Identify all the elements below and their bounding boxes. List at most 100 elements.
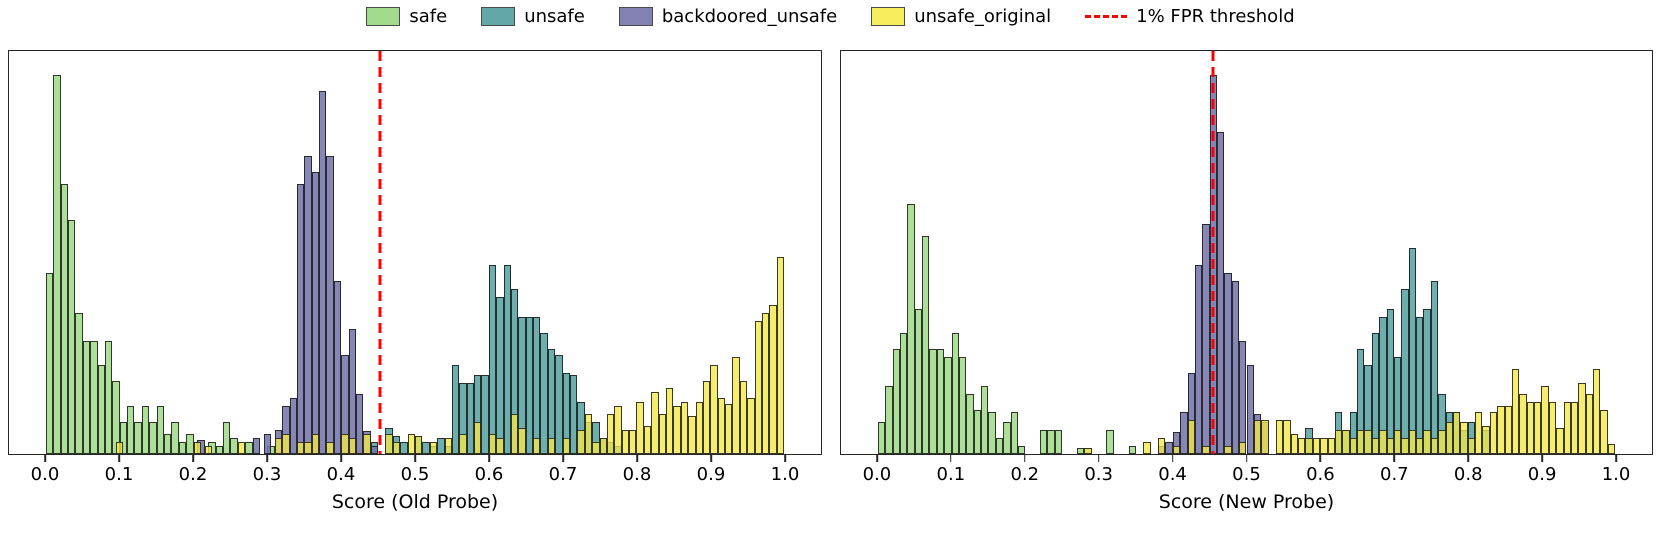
hist-bar-unsafe_original [776, 256, 785, 454]
hist-bar-unsafe_original [1607, 443, 1616, 454]
x-tick-mark [710, 455, 712, 462]
x-tick-label: 0.7 [548, 464, 578, 485]
hist-bar-backdoored_unsafe [1231, 280, 1240, 454]
x-tick-label: 1.0 [1601, 464, 1631, 485]
hist-bar-unsafe [525, 316, 534, 454]
x-tick-label: 0.9 [696, 464, 726, 485]
hist-bar-unsafe_original [1438, 429, 1446, 454]
x-tick-mark [44, 455, 46, 462]
hist-bar-unsafe [466, 383, 475, 454]
legend-dashed-line-sample [1085, 15, 1128, 18]
hist-bar-unsafe [1371, 333, 1380, 454]
hist-bar-unsafe_original [695, 401, 703, 454]
legend-color-patch [871, 7, 906, 26]
x-tick-label: 0.4 [326, 464, 356, 485]
hist-bar-unsafe_original [658, 413, 666, 454]
hist-bar-unsafe_original [1585, 393, 1593, 454]
hist-bar-unsafe_original [1275, 419, 1284, 454]
hist-bar-unsafe_original [769, 304, 777, 454]
x-tick-label: 0.5 [400, 464, 430, 485]
hist-bar-safe [922, 236, 930, 454]
legend-color-patch [481, 7, 516, 26]
hist-bar-unsafe_original [702, 381, 711, 454]
hist-bar-unsafe_original [1334, 429, 1343, 454]
hist-bar-unsafe [503, 264, 511, 454]
hist-bar-unsafe_original [1379, 429, 1387, 454]
x-tick-mark [876, 455, 878, 462]
hist-bar-unsafe_original [533, 437, 541, 454]
x-tick-label: 0.6 [474, 464, 504, 485]
hist-bar-safe [171, 421, 179, 454]
hist-bar-unsafe_original [1423, 429, 1431, 454]
hist-bar-safe [966, 393, 974, 454]
hist-bar-safe [178, 441, 187, 454]
hist-bar-unsafe_original [1143, 441, 1151, 454]
hist-bar-safe [892, 349, 900, 454]
hist-bar-unsafe_original [488, 433, 497, 454]
hist-bar-safe [929, 349, 937, 454]
hist-bar-backdoored_unsafe [304, 155, 312, 454]
hist-bar-safe [877, 421, 886, 454]
x-tick-mark [1023, 455, 1026, 462]
hist-bar-unsafe_original [341, 433, 349, 454]
hist-bar-unsafe [540, 333, 548, 454]
hist-bar-unsafe_original [274, 437, 283, 454]
hist-bar-unsafe_original [1511, 369, 1520, 454]
x-tick-label: 0.6 [1306, 464, 1335, 485]
hist-bar-backdoored_unsafe [326, 155, 334, 454]
hist-bar-safe [1003, 421, 1011, 454]
hist-bar-safe [1054, 429, 1063, 454]
hist-bar-unsafe_original [407, 433, 415, 454]
x-tick-label: 0.9 [1527, 464, 1557, 485]
new-probe-plot-area [840, 50, 1653, 455]
hist-bar-safe [53, 75, 61, 454]
hist-bar-safe [885, 385, 893, 454]
hist-bar-unsafe_original [1578, 383, 1586, 454]
hist-bar-safe [899, 333, 908, 454]
x-tick-label: 0.0 [30, 464, 60, 485]
hist-bar-unsafe_original [725, 403, 733, 454]
old-probe-histogram-panel: 0.0 0.1 0.2 0.3 0.4 0.5 0.6 0.7 0.8 0.9 1.0 Score … [8, 50, 822, 513]
hist-bar-unsafe_original [1253, 419, 1262, 454]
x-tick-mark [1097, 455, 1100, 462]
hist-bar-unsafe [496, 296, 504, 454]
hist-bar-unsafe_original [1261, 419, 1269, 454]
hist-bar-safe [223, 421, 231, 454]
hist-bar-unsafe_original [754, 321, 762, 454]
hist-bar-backdoored_unsafe [1246, 365, 1254, 454]
hist-bar-unsafe_original [1519, 393, 1527, 454]
hist-bar-unsafe_original [237, 441, 246, 454]
hist-bar-unsafe_original [584, 413, 593, 454]
old-probe-plot-area [8, 50, 822, 455]
hist-bar-safe [1017, 445, 1026, 454]
hist-bar-unsafe_original [1312, 437, 1321, 454]
legend-label: unsafe [524, 6, 585, 27]
hist-bar-unsafe_original [1548, 401, 1557, 454]
x-tick-mark [488, 455, 490, 462]
hist-bar-safe [907, 204, 915, 454]
hist-bar-unsafe_original [1526, 401, 1535, 454]
hist-bar-unsafe_original [1202, 445, 1210, 454]
x-tick-mark [1319, 455, 1322, 462]
hist-bar-unsafe [422, 441, 430, 454]
new-probe-xlabel: Score (New Probe) [1158, 491, 1335, 513]
hist-bar-unsafe_original [1416, 437, 1424, 454]
x-tick-label: 1.0 [770, 464, 800, 485]
hist-bar-safe [82, 341, 91, 454]
hist-bar-unsafe_original [518, 427, 526, 454]
hist-bar-unsafe_original [348, 437, 356, 454]
hist-bar-safe [1076, 447, 1085, 454]
hist-bar-safe [68, 220, 76, 454]
x-tick-mark [1393, 455, 1396, 462]
hist-bar-backdoored_unsafe [1202, 224, 1210, 454]
hist-bar-unsafe_original [688, 415, 696, 454]
hist-bar-unsafe_original [204, 445, 212, 454]
hist-bar-safe [1010, 411, 1018, 454]
hist-bar-unsafe_original [1158, 437, 1166, 454]
hist-bar-unsafe_original [1172, 445, 1181, 454]
hist-bar-safe [1106, 429, 1114, 454]
hist-bar-unsafe_original [459, 433, 467, 454]
hist-bar-unsafe [1408, 248, 1417, 454]
hist-bar-unsafe_original [1504, 405, 1512, 454]
hist-bar-unsafe_original [1305, 437, 1313, 454]
